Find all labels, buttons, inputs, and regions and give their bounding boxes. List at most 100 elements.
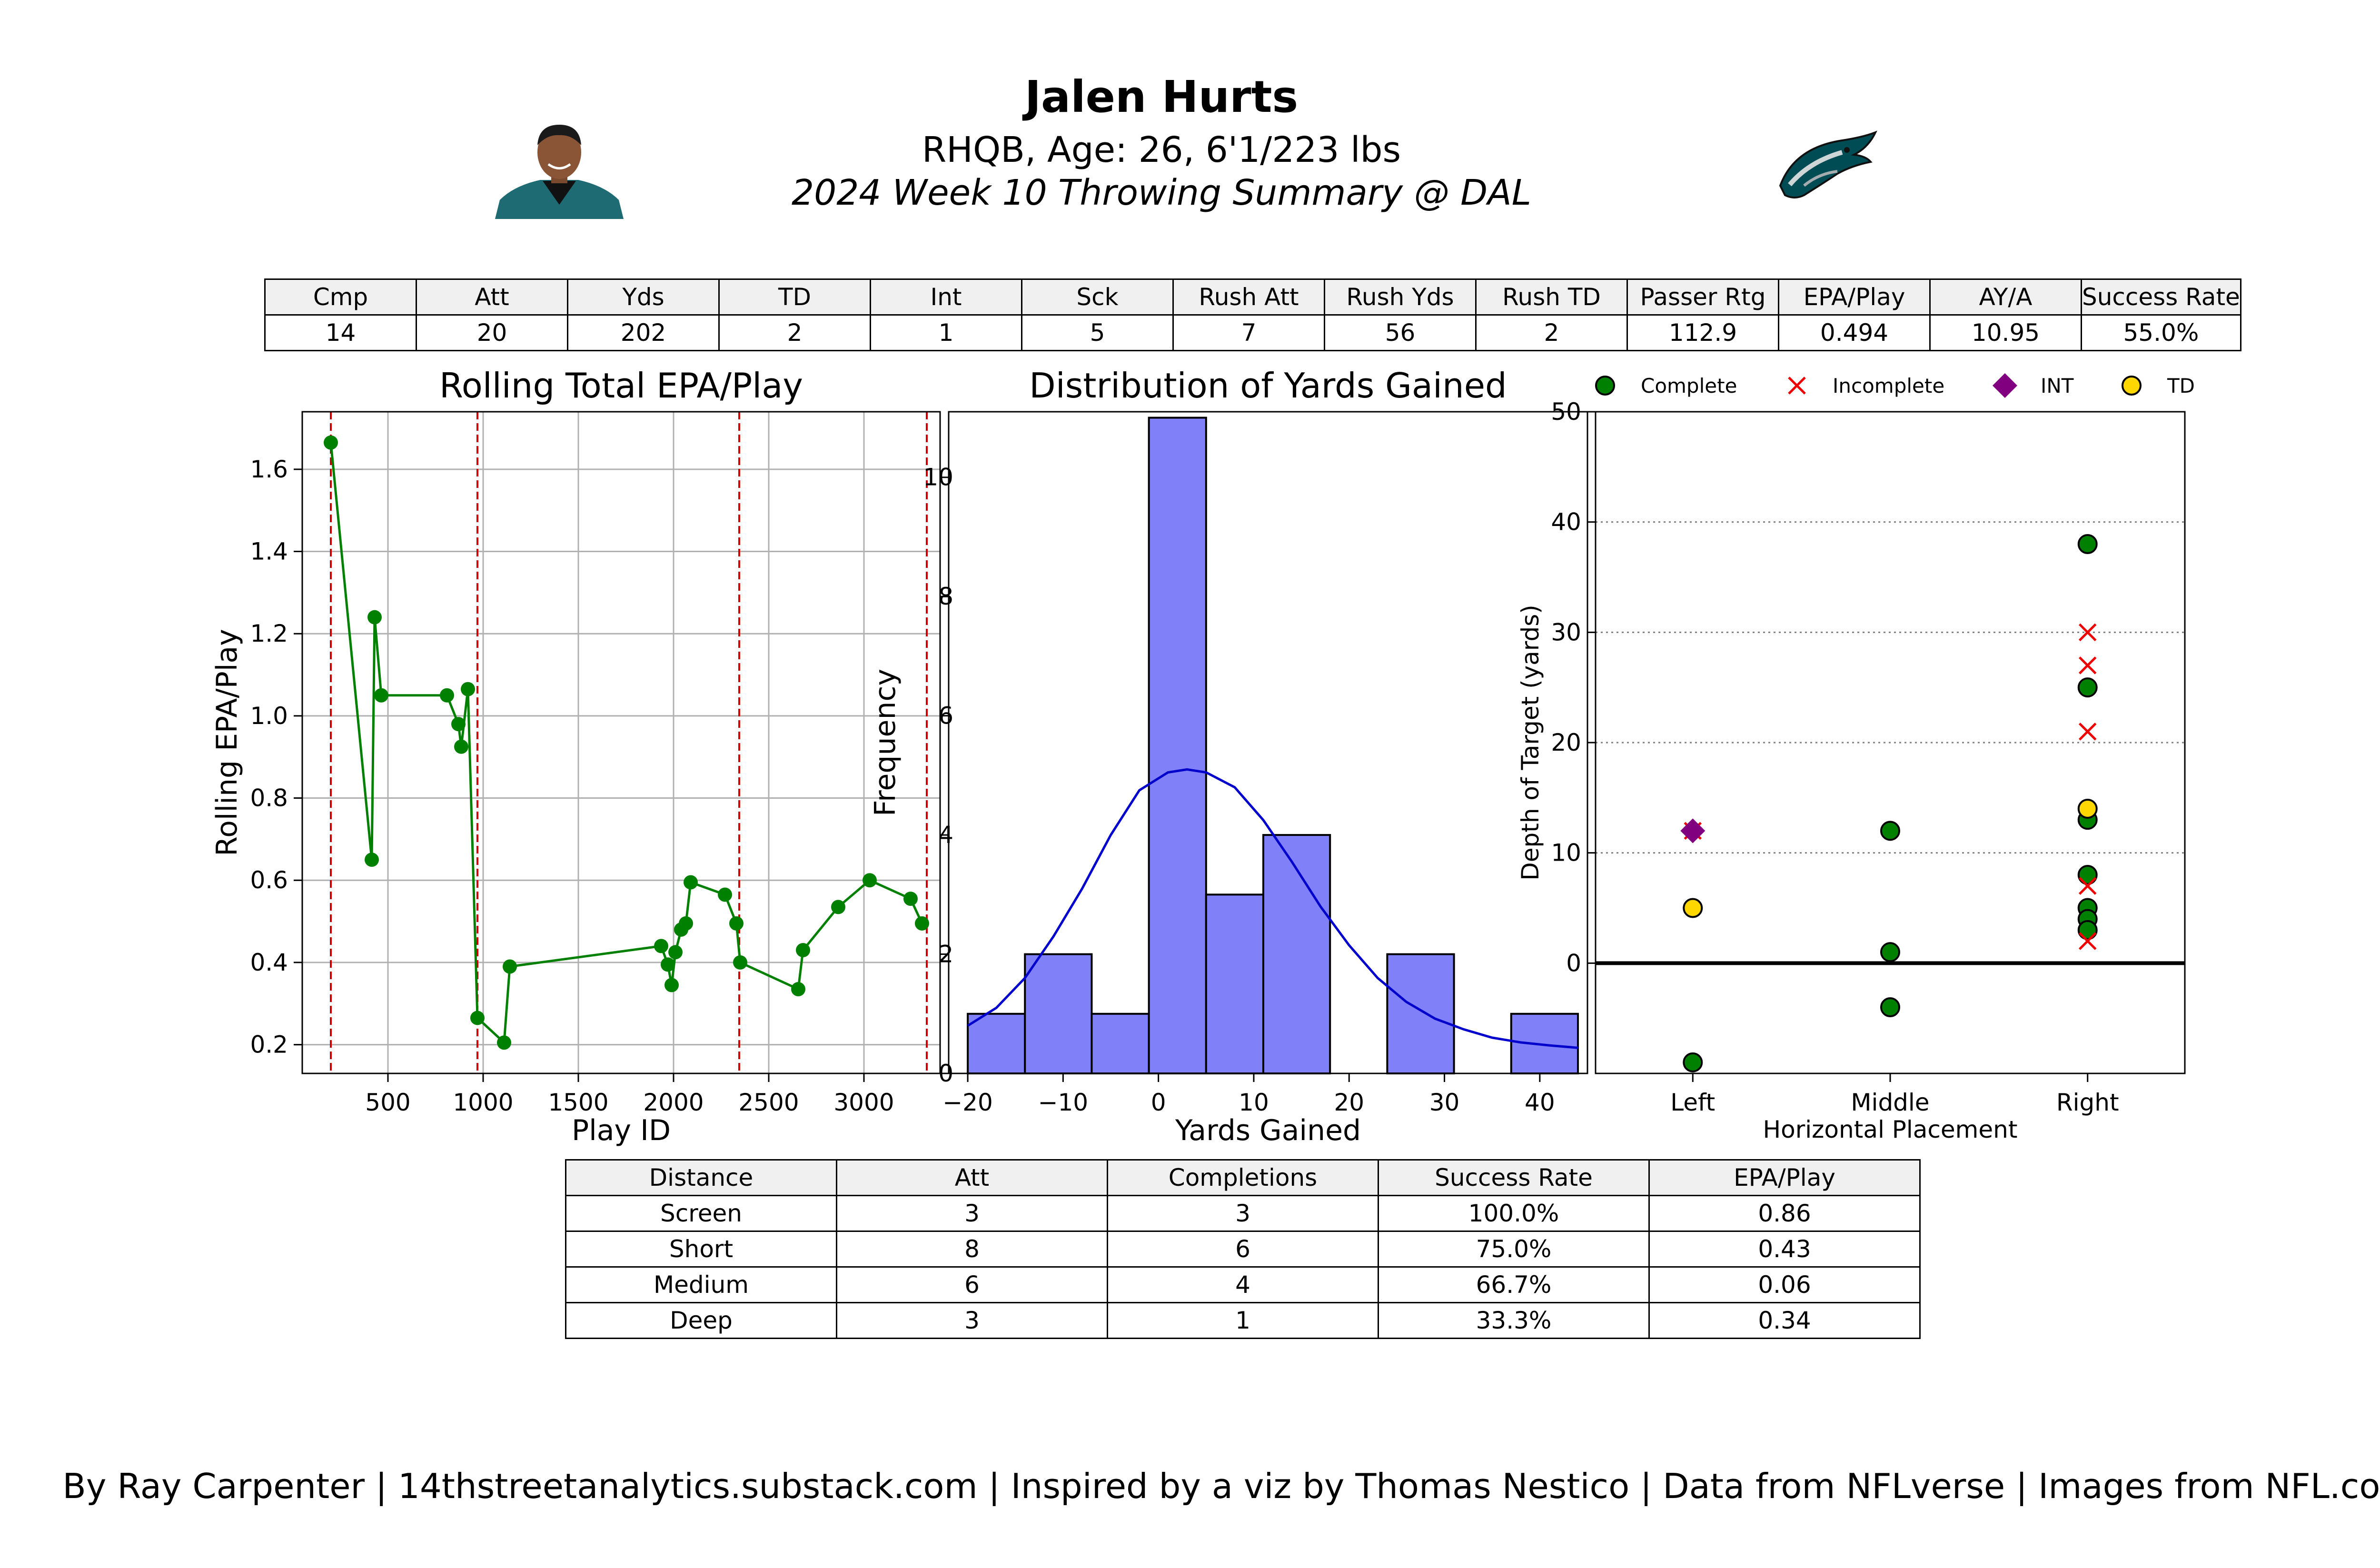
epa-point — [863, 873, 877, 888]
distance-row: Short 8 6 75.0% 0.43 — [565, 1231, 1921, 1268]
x-tick-label: 20 — [1334, 1089, 1364, 1116]
epa-point — [365, 853, 379, 867]
epa-point — [454, 739, 468, 754]
distance-header-cell: Distance — [565, 1159, 837, 1196]
stats-value-cell: 1 — [870, 314, 1022, 351]
y-tick-label: 1.0 — [250, 702, 288, 730]
distance-header-cell: Success Rate — [1378, 1159, 1650, 1196]
x-tick-label: 2000 — [643, 1089, 704, 1116]
epa-point — [684, 875, 698, 890]
epa-point — [718, 887, 732, 902]
distance-cell: Screen — [565, 1195, 837, 1232]
histogram-bar — [1024, 953, 1093, 1075]
distance-cell: 8 — [836, 1231, 1108, 1268]
stats-header-cell: Att — [416, 278, 568, 316]
stats-value-cell: 14 — [264, 314, 417, 351]
distance-cell: 3 — [836, 1302, 1108, 1339]
distance-cell: 33.3% — [1378, 1302, 1650, 1339]
target-point-complete — [1880, 821, 1900, 841]
stats-value-cell: 2 — [1475, 314, 1628, 351]
y-tick-label: 10 — [1551, 839, 1581, 867]
epa-point — [661, 957, 675, 972]
y-tick-label: 0.4 — [250, 949, 288, 976]
stats-header-cell: AY/A — [1929, 278, 2082, 316]
target-point-td — [2077, 799, 2098, 819]
distance-cell: 0.34 — [1648, 1302, 1921, 1339]
stats-header-cell: TD — [718, 278, 871, 316]
target-point-incomplete — [2078, 656, 2097, 675]
stats-value-cell: 0.494 — [1778, 314, 1931, 351]
y-tick-label: 0.8 — [250, 784, 288, 812]
target-point-incomplete — [2078, 623, 2097, 642]
stats-header-cell: Cmp — [264, 278, 417, 316]
distance-cell: 66.7% — [1378, 1266, 1650, 1303]
stats-header-cell: Rush TD — [1475, 278, 1628, 316]
target-point-complete — [2077, 865, 2098, 885]
kde-curve — [967, 768, 1578, 1049]
page-title: Jalen Hurts — [1024, 71, 1299, 122]
stats-value-row: 14 20 202 2 1 5 7 56 2 112.9 0.494 10.95 55.0% — [264, 314, 2241, 351]
epa-point — [729, 916, 744, 931]
x-axis-label: Yards Gained — [1175, 1114, 1361, 1147]
game-summary-title: 2024 Week 10 Throwing Summary @ DAL — [792, 172, 1531, 213]
target-point-incomplete — [2078, 932, 2097, 950]
y-axis-label: Depth of Target (yards) — [1517, 605, 1544, 881]
stats-value-cell: 7 — [1172, 314, 1325, 351]
eagles-logo — [1779, 130, 1877, 198]
legend-label: Complete — [1641, 374, 1737, 397]
epa-point — [831, 900, 845, 914]
distance-cell: 1 — [1107, 1302, 1379, 1339]
chart-title: Rolling Total EPA/Play — [439, 366, 803, 406]
legend-marker-incomplete — [1788, 377, 1806, 395]
distance-row: Screen 3 3 100.0% 0.86 — [565, 1195, 1921, 1232]
stats-header-cell: Sck — [1021, 278, 1174, 316]
x-tick-label: Right — [2056, 1089, 2119, 1116]
x-tick-label: 40 — [1525, 1089, 1555, 1116]
distance-cell: 4 — [1107, 1266, 1379, 1303]
target-point-complete — [1880, 942, 1900, 963]
x-axis-label: Horizontal Placement — [1763, 1116, 2018, 1143]
epa-point — [367, 610, 382, 625]
epa-point — [791, 982, 805, 997]
epa-point — [503, 959, 517, 974]
distance-header-cell: Att — [836, 1159, 1108, 1196]
target-point-incomplete — [2078, 877, 2097, 895]
target-point-complete — [1880, 997, 1900, 1017]
stats-value-cell: 2 — [718, 314, 871, 351]
x-tick-label: 30 — [1429, 1089, 1460, 1116]
plot-frame — [301, 411, 941, 1074]
stats-header-cell: Rush Att — [1172, 278, 1325, 316]
y-tick-label: 4 — [938, 821, 953, 849]
stats-value-cell: 112.9 — [1626, 314, 1779, 351]
legend-label: INT — [2041, 374, 2074, 397]
stats-header-cell: Rush Yds — [1324, 278, 1477, 316]
stats-value-cell: 56 — [1324, 314, 1477, 351]
footer-credits: By Ray Carpenter | 14thstreetanalytics.s… — [62, 1466, 2380, 1506]
epa-point — [324, 435, 338, 450]
histogram-bar — [1205, 893, 1264, 1075]
epa-point — [664, 978, 679, 992]
legend-marker-complete — [1595, 376, 1615, 396]
epa-point — [461, 682, 475, 696]
x-tick-label: −10 — [1038, 1089, 1089, 1116]
distance-cell: 100.0% — [1378, 1195, 1650, 1232]
distance-table: Distance Att Completions Success Rate EPA/Pl… — [565, 1159, 1921, 1339]
y-tick-label: 50 — [1551, 398, 1581, 426]
epa-point — [668, 945, 683, 960]
x-tick-label: 2500 — [738, 1089, 799, 1116]
legend-label: TD — [2167, 374, 2195, 397]
y-tick-label: 1.4 — [250, 538, 288, 566]
x-tick-label: 1000 — [453, 1089, 513, 1116]
target-point-complete — [1683, 1052, 1703, 1072]
distance-cell: 6 — [836, 1266, 1108, 1303]
epa-point — [451, 717, 466, 732]
x-tick-label: 500 — [365, 1089, 410, 1116]
stats-value-cell: 55.0% — [2081, 314, 2241, 351]
x-tick-label: 0 — [1151, 1089, 1166, 1116]
distance-header-cell: Completions — [1107, 1159, 1379, 1196]
epa-point — [654, 939, 668, 953]
stats-table: Cmp Att Yds TD Int Sck Rush Att Rush Yds Rush TD… — [264, 278, 2241, 351]
target-point-complete — [2077, 534, 2098, 554]
legend-marker-int — [1993, 373, 2017, 398]
stats-value-cell: 20 — [416, 314, 568, 351]
